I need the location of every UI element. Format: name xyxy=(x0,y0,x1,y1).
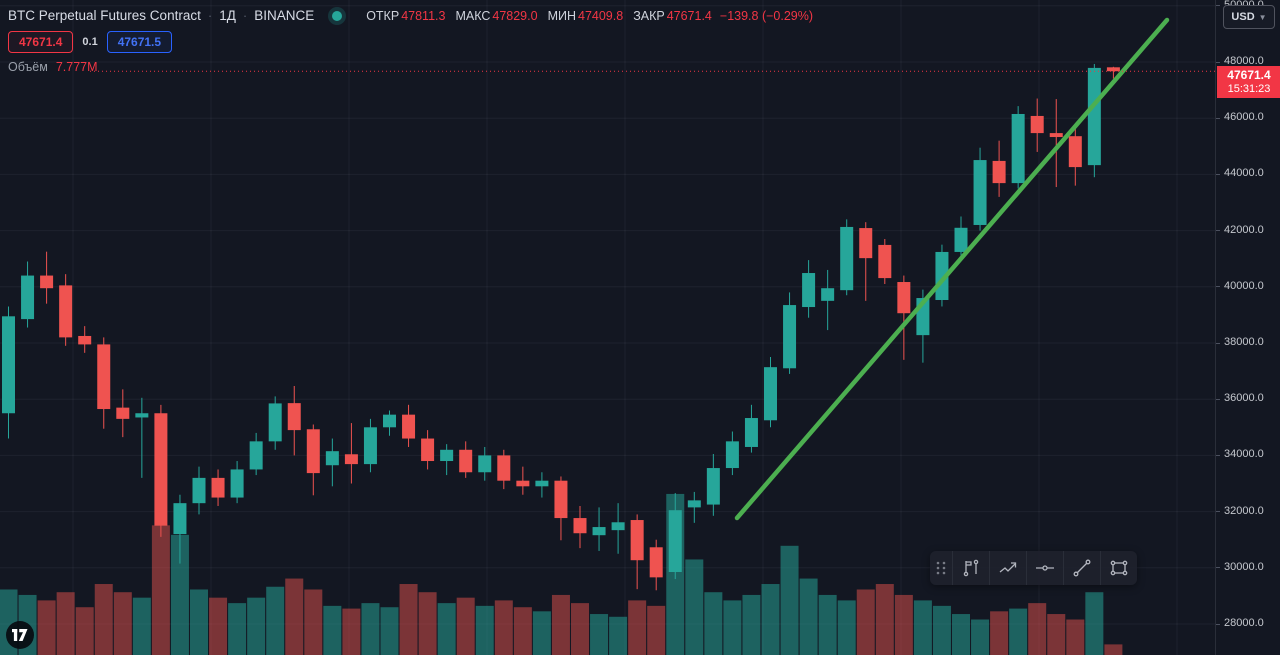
interval-label[interactable]: 1Д xyxy=(219,8,236,23)
tradingview-logo-icon xyxy=(12,629,28,641)
price-axis[interactable]: 50000.048000.046000.044000.042000.040000… xyxy=(1215,0,1280,655)
trend-line-tool-button[interactable] xyxy=(1063,551,1100,585)
axis-tick-label: 36000.0 xyxy=(1224,392,1264,405)
buy-button[interactable]: 47671.5 xyxy=(106,31,173,53)
axis-tick-label: 48000.0 xyxy=(1224,55,1264,67)
sell-button[interactable]: 47671.4 xyxy=(8,31,74,53)
low-value: 47409.8 xyxy=(578,8,624,23)
horizontal-line-tool-button[interactable] xyxy=(1026,551,1063,585)
axis-tick-mark xyxy=(1216,286,1220,288)
high-value: 47829.0 xyxy=(492,8,538,23)
axis-tick-mark xyxy=(1216,230,1220,232)
rectangle-tool-button[interactable] xyxy=(1100,551,1137,585)
axis-tick-mark xyxy=(1216,342,1220,344)
axis-tick-label: 32000.0 xyxy=(1224,504,1264,517)
bars-pattern-icon xyxy=(963,559,979,577)
axis-tick-label: 38000.0 xyxy=(1224,336,1264,348)
axis-tick-mark xyxy=(1216,567,1220,569)
axis-tick-label: 46000.0 xyxy=(1224,111,1264,124)
polyline-arrow-icon xyxy=(999,562,1017,573)
trend-line-icon xyxy=(1073,559,1091,577)
axis-tick-mark xyxy=(1216,623,1220,625)
exchange-label[interactable]: BINANCE xyxy=(254,8,315,23)
horizontal-line-icon xyxy=(1036,565,1054,571)
close-value: 47671.4 xyxy=(666,8,712,23)
toolbar-drag-handle[interactable] xyxy=(930,551,952,585)
market-status-icon[interactable] xyxy=(332,10,343,21)
currency-label: USD xyxy=(1231,11,1255,23)
drag-handle-icon xyxy=(936,561,946,575)
close-label: ЗАКР xyxy=(633,8,665,23)
symbol-header: BTC Perpetual Futures Contract · 1Д · BI… xyxy=(8,8,813,23)
volume-value: 7.777M xyxy=(55,60,98,74)
axis-tick-label: 42000.0 xyxy=(1224,223,1264,236)
axis-tick-mark xyxy=(1216,511,1220,513)
tradingview-logo[interactable] xyxy=(6,621,34,649)
chevron-down-icon: ▼ xyxy=(1258,12,1267,22)
drawing-toolbar xyxy=(930,551,1137,585)
volume-label[interactable]: Объём xyxy=(8,60,48,74)
axis-tick-mark xyxy=(1216,454,1220,456)
currency-selector-button[interactable]: USD ▼ xyxy=(1223,5,1275,29)
low-label: МИН xyxy=(547,8,576,23)
quote-row: 47671.4 0.1 47671.5 xyxy=(8,31,173,53)
axis-tick-label: 40000.0 xyxy=(1224,279,1264,292)
axis-tick-label: 34000.0 xyxy=(1224,448,1264,461)
bars-pattern-tool-button[interactable] xyxy=(952,551,989,585)
separator: · xyxy=(242,8,248,23)
polyline-arrow-tool-button[interactable] xyxy=(989,551,1026,585)
volume-legend: Объём 7.777M xyxy=(8,60,98,74)
open-value: 47811.3 xyxy=(401,8,446,23)
open-label: ОТКР xyxy=(366,8,400,23)
symbol-title[interactable]: BTC Perpetual Futures Contract xyxy=(8,8,201,23)
axis-tick-label: 28000.0 xyxy=(1224,617,1264,629)
last-price-value: 47671.4 xyxy=(1227,67,1271,82)
axis-tick-mark xyxy=(1216,173,1220,175)
last-price-time: 15:31:23 xyxy=(1227,82,1271,95)
change-value: −139.8 (−0.29%) xyxy=(719,8,814,23)
high-label: МАКС xyxy=(455,8,491,23)
rectangle-icon xyxy=(1110,560,1128,576)
axis-tick-label: 30000.0 xyxy=(1224,560,1264,573)
axis-tick-mark xyxy=(1216,5,1220,7)
axis-tick-mark xyxy=(1216,117,1220,119)
last-price-tag: 47671.4 15:31:23 xyxy=(1217,66,1280,98)
spread-value: 0.1 xyxy=(82,36,98,48)
axis-tick-mark xyxy=(1216,398,1220,400)
axis-tick-mark xyxy=(1216,61,1220,63)
ohlc-readout: ОТКР 47811.3 МАКС 47829.0 МИН 47409.8 ЗА… xyxy=(358,9,813,23)
axis-tick-label: 44000.0 xyxy=(1224,167,1264,180)
separator: · xyxy=(207,8,213,23)
